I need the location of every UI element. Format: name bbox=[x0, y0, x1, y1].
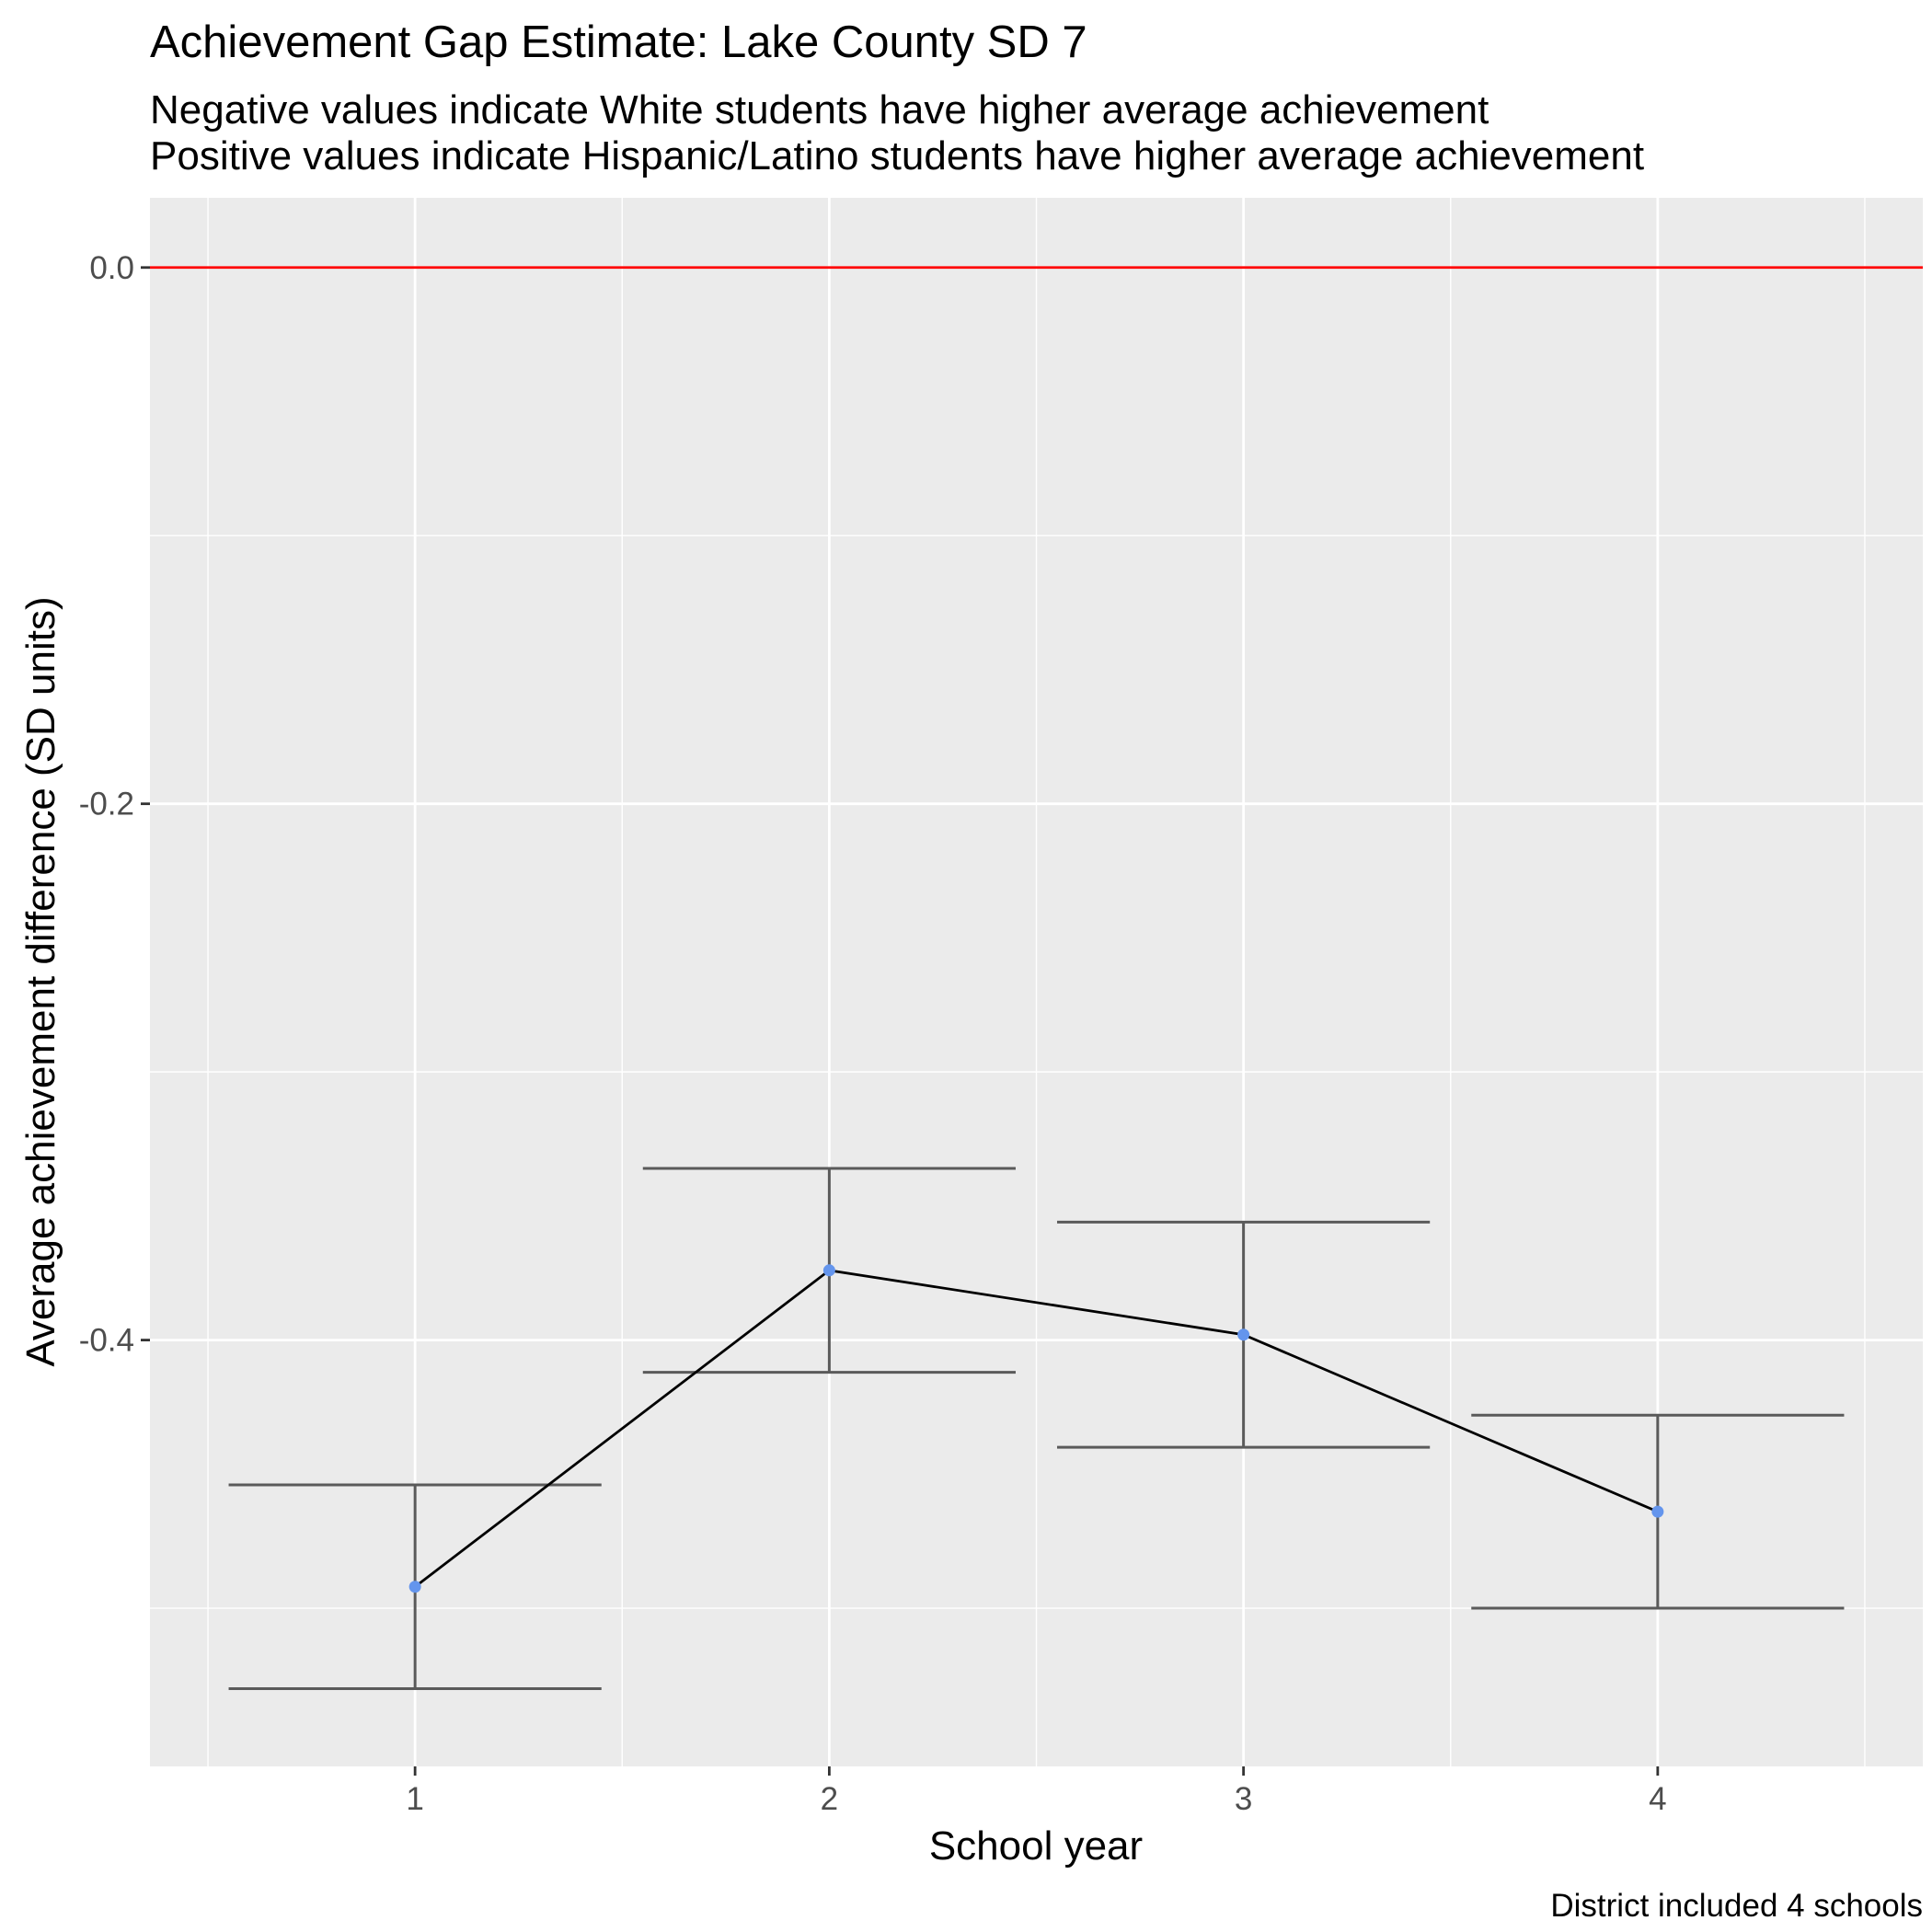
x-tick-label: 3 bbox=[1235, 1781, 1252, 1817]
x-tick-label: 4 bbox=[1649, 1781, 1666, 1817]
y-axis-title: Average achievement difference (SD units… bbox=[18, 596, 63, 1366]
data-point bbox=[1651, 1505, 1664, 1518]
error-bars bbox=[228, 1167, 1845, 1690]
data-point bbox=[822, 1264, 835, 1277]
chart-subtitle-line-1: Negative values indicate White students … bbox=[150, 87, 1489, 132]
y-tick-label: 0.0 bbox=[89, 250, 134, 286]
y-axis: 0.0 -0.2 -0.4 bbox=[79, 250, 150, 1359]
chart-caption: District included 4 schools bbox=[1550, 1888, 1923, 1924]
series-line-group bbox=[414, 1269, 1659, 1588]
y-tick-label: -0.4 bbox=[79, 1323, 134, 1359]
series-line bbox=[414, 1269, 1659, 1588]
data-point bbox=[1237, 1328, 1250, 1341]
data-points bbox=[408, 1264, 1664, 1593]
minor-gridlines bbox=[150, 198, 1923, 1766]
x-tick-label: 1 bbox=[406, 1781, 423, 1817]
chart-subtitle-line-2: Positive values indicate Hispanic/Latino… bbox=[150, 133, 1644, 178]
y-tick-label: -0.2 bbox=[79, 787, 134, 822]
x-axis: 1 2 3 4 bbox=[406, 1766, 1667, 1817]
x-tick-label: 2 bbox=[821, 1781, 838, 1817]
x-axis-title: School year bbox=[929, 1823, 1143, 1869]
chart-title: Achievement Gap Estimate: Lake County SD… bbox=[150, 17, 1087, 67]
data-point bbox=[408, 1581, 421, 1593]
